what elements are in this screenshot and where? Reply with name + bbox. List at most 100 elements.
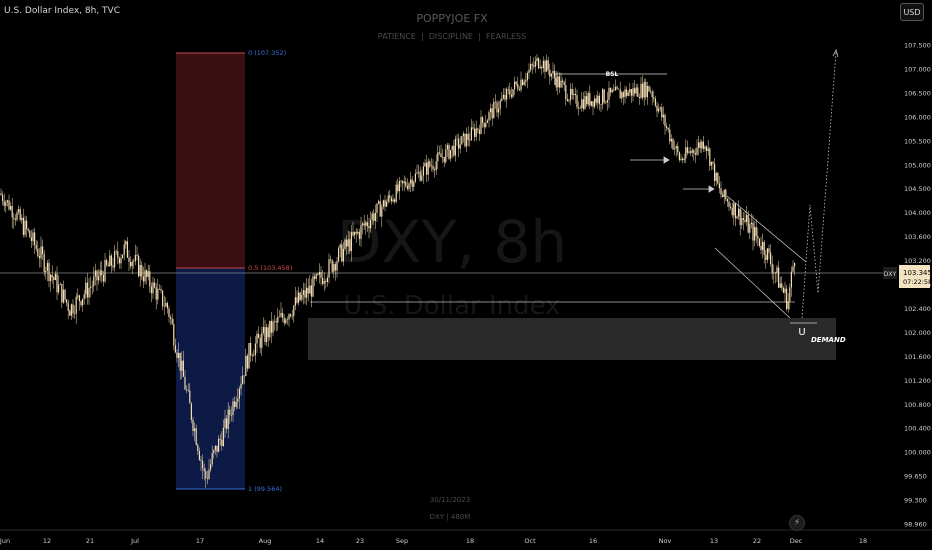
- candle-body: [371, 213, 373, 220]
- currency-button[interactable]: USD: [900, 3, 924, 21]
- price-tag-countdown: 07:22:58: [903, 278, 932, 286]
- candle-body: [683, 158, 685, 161]
- candle-body: [448, 144, 450, 159]
- candle-body: [98, 276, 100, 281]
- candle-body: [296, 297, 298, 303]
- candle-body: [331, 260, 333, 272]
- candle-body: [131, 261, 133, 267]
- candle-body: [699, 142, 701, 149]
- candle-body: [408, 183, 410, 189]
- candle-body: [64, 289, 66, 300]
- footer-date: 30/11/2023: [430, 496, 470, 504]
- candle-body: [307, 287, 309, 294]
- candle-body: [584, 96, 586, 109]
- candle-body: [469, 139, 471, 141]
- candle-body: [285, 319, 287, 324]
- candle-body: [453, 145, 455, 156]
- candle-body: [560, 80, 562, 88]
- candle-body: [778, 267, 780, 288]
- candle-body: [546, 60, 548, 72]
- candle-body: [106, 260, 108, 265]
- candle-body: [427, 161, 429, 175]
- candle-body: [674, 148, 676, 150]
- candle-body: [771, 263, 773, 274]
- candle-body: [690, 151, 692, 153]
- candle-body: [346, 239, 348, 247]
- candle-body: [416, 172, 418, 174]
- candle-body: [582, 99, 584, 109]
- candle-body: [38, 256, 40, 259]
- candle-body: [122, 254, 124, 259]
- lightning-icon[interactable]: ⚡: [789, 515, 805, 531]
- candle-body: [581, 99, 583, 109]
- candle-body: [78, 295, 80, 302]
- candle-body: [400, 180, 402, 182]
- candle-body: [654, 98, 656, 106]
- candle-body: [736, 216, 738, 219]
- time-tick-label: Oct: [524, 537, 536, 545]
- candle-body: [598, 95, 600, 105]
- candle-body: [562, 80, 564, 83]
- projection-arrowhead: [832, 48, 839, 58]
- price-tick-label: 106.500: [904, 89, 931, 97]
- candle-body: [738, 208, 740, 217]
- candle-body: [205, 471, 207, 479]
- candle-body: [702, 141, 704, 149]
- candle-body: [782, 287, 784, 293]
- candle-body: [526, 72, 528, 81]
- candle-body: [184, 376, 186, 390]
- time-tick-label: 13: [710, 537, 718, 545]
- candle-body: [413, 181, 415, 187]
- price-tick-label: 100.400: [904, 425, 931, 433]
- candle-body: [757, 236, 759, 239]
- candle-body: [299, 292, 301, 300]
- candle-body: [638, 96, 640, 99]
- candle-body: [154, 282, 156, 288]
- candle-body: [152, 282, 154, 294]
- time-tick-label: 16: [589, 537, 597, 545]
- candle-body: [766, 248, 768, 260]
- time-tick-label: Aug: [259, 537, 272, 545]
- candle-body: [341, 244, 343, 262]
- candle-body: [11, 206, 13, 218]
- price-tick-label: 101.200: [904, 377, 931, 385]
- candle-body: [158, 288, 160, 290]
- candle-body: [214, 445, 216, 451]
- candle-body: [734, 203, 736, 219]
- candle-body: [614, 86, 616, 91]
- candle-body: [206, 478, 208, 479]
- candle-body: [627, 92, 629, 96]
- candle-body: [722, 194, 724, 198]
- candle-body: [707, 148, 709, 151]
- candle-body: [774, 272, 776, 274]
- time-axis[interactable]: Jun 12 21 Jul 17 Aug 14 23 Sep 18 Oct 16 Nov 13 22 Dec 1…: [0, 537, 867, 545]
- candle-body: [616, 86, 618, 89]
- watermark: DXY, 8h U.S. Dollar Index: [337, 208, 567, 321]
- candle-body: [386, 201, 388, 207]
- candle-body: [544, 60, 546, 72]
- price-tick-label: 100.000: [904, 449, 931, 457]
- fib-1-label: 1 (99.564): [248, 485, 282, 493]
- candle-body: [6, 200, 8, 203]
- price-axis[interactable]: 107.500 107.000 106.500 106.000 105.500 105.0…: [904, 42, 931, 529]
- candle-body: [174, 345, 176, 353]
- candle-body: [698, 142, 700, 148]
- candle-body: [138, 255, 140, 277]
- candle-body: [574, 93, 576, 96]
- candle-body: [50, 274, 52, 282]
- candle-body: [54, 273, 56, 280]
- candle-body: [776, 267, 778, 274]
- candle-body: [218, 438, 220, 452]
- candle-body: [382, 200, 384, 207]
- candle-body: [440, 153, 442, 158]
- candle-body: [178, 352, 180, 358]
- candle-body: [486, 120, 488, 124]
- candle-body: [659, 107, 661, 109]
- candle-body: [437, 152, 439, 162]
- candle-body: [718, 183, 720, 189]
- candle-body: [390, 197, 392, 202]
- candle-body: [518, 89, 520, 90]
- candle-body: [221, 439, 223, 446]
- candle-body: [61, 283, 63, 303]
